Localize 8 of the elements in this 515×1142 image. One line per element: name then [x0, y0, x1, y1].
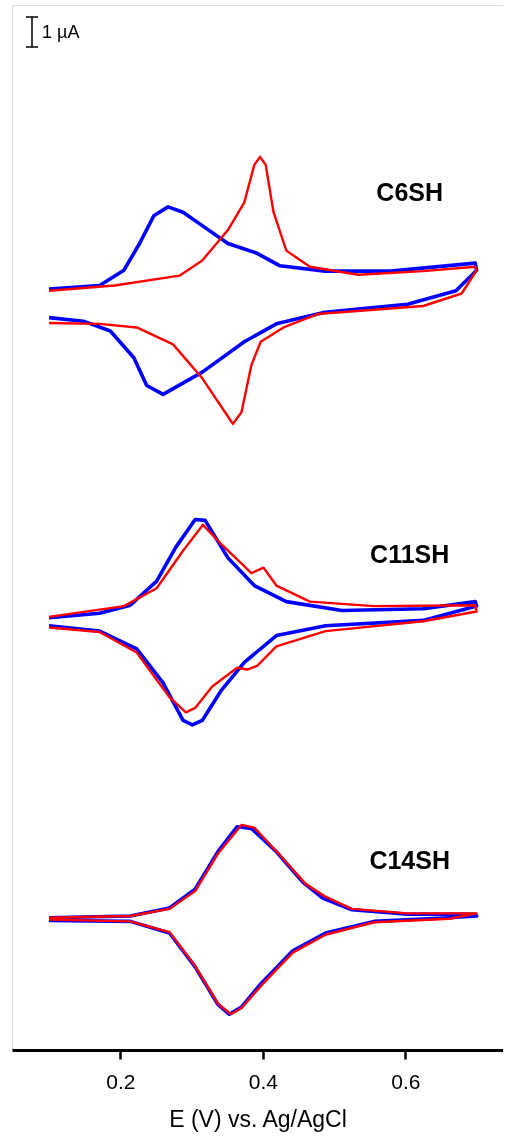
x-tick-label: 0.4 — [248, 1069, 279, 1093]
annotation: C11SH — [370, 540, 450, 569]
annotation: C6SH — [376, 177, 444, 206]
text: 1 µA — [42, 22, 80, 42]
x-tick-label: 0.2 — [106, 1069, 136, 1093]
x-tick-label: 0.6 — [391, 1069, 421, 1093]
x-axis-title: E (V) vs. Ag/AgCl — [169, 1105, 347, 1132]
annotation: C14SH — [369, 845, 451, 874]
